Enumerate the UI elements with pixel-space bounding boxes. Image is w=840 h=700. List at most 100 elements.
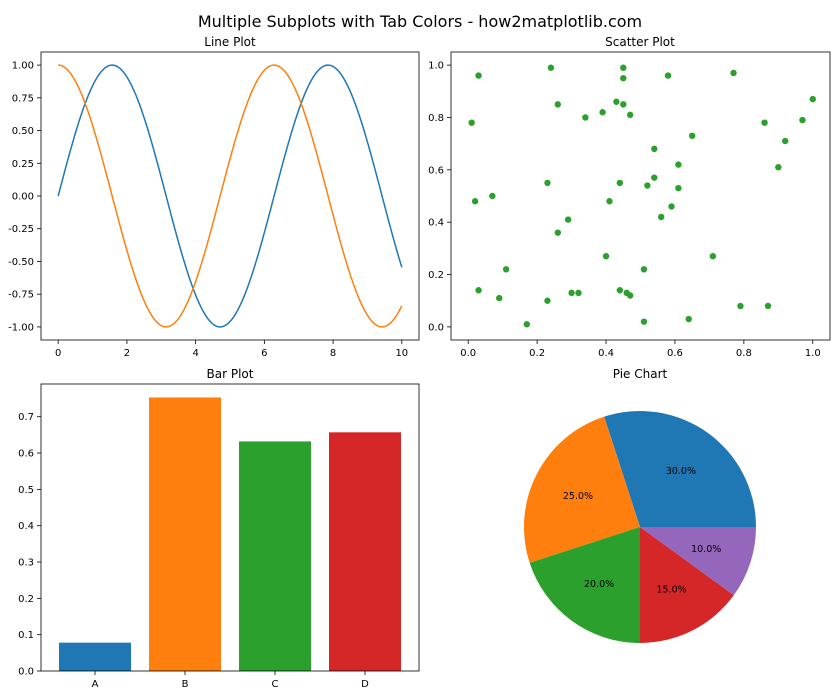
pie-slice-3: [640, 527, 734, 643]
scatter-x-tick-label: 0.4: [598, 348, 614, 359]
scatter-point: [547, 64, 555, 71]
bar-B: [149, 397, 221, 671]
scatter-point: [809, 95, 816, 103]
scatter-point: [620, 64, 627, 71]
pie-slice-4: [640, 527, 756, 596]
bar-y-tick-label: 0.5: [18, 485, 34, 496]
scatter-y-tick-label: 0.2: [428, 270, 444, 281]
bar-D: [329, 432, 401, 671]
line-plot-title: Line Plot: [204, 35, 256, 49]
scatter-point: [475, 287, 482, 294]
scatter-point: [737, 302, 744, 310]
scatter-point: [764, 302, 772, 310]
line-y-tick-label: -1.00: [8, 322, 34, 333]
line-x-tick-label: 2: [124, 348, 130, 359]
scatter-plot-frame: [450, 51, 831, 341]
scatter-point: [640, 318, 648, 325]
line-x-tick-label: 4: [192, 348, 198, 359]
pie-slice-label: 25.0%: [563, 491, 593, 502]
bar-y-tick-label: 0.1: [18, 630, 34, 641]
scatter-point: [626, 292, 634, 299]
scatter-point: [613, 98, 620, 105]
bar-x-tick-label: A: [92, 679, 99, 690]
scatter-point: [657, 213, 665, 221]
line-y-tick-label: -0.25: [8, 224, 34, 235]
line-plot-axes: Line Plot 0 2 4 6 8 10 -1.00 -0.75 -0.50 -0.25 0.0…: [8, 35, 420, 359]
scatter-point: [606, 198, 613, 205]
line-y-tick-label: 0.25: [12, 159, 34, 170]
scatter-point: [489, 192, 496, 200]
scatter-point: [475, 72, 482, 79]
pie-slice-2: [529, 527, 640, 643]
scatter-point: [644, 182, 651, 189]
scatter-point: [502, 266, 510, 273]
bar-plot-frame: [40, 383, 420, 672]
scatter-point: [620, 74, 627, 82]
scatter-point: [675, 161, 682, 168]
bar-y-tick-label: 0.0: [18, 667, 34, 678]
scatter-point: [582, 114, 589, 121]
pie-chart-axes: Pie Chart 30.0% 25.0% 20.0% 15.0% 10.0%: [524, 367, 756, 643]
scatter-point: [568, 289, 575, 297]
line-y-tick-label: -0.50: [8, 257, 34, 268]
bar-x-tick-label: C: [272, 679, 279, 690]
scatter-point: [616, 179, 624, 187]
scatter-y-tick-label: 0.8: [428, 113, 444, 124]
bar-y-tick-label: 0.7: [18, 412, 34, 423]
scatter-plot-axes: Scatter Plot 0.0 0.2 0.4 0.6 0.8 1.0 0.0 0.2 0.4…: [428, 35, 831, 359]
line-y-tick-label: 0.75: [12, 93, 34, 104]
scatter-y-tick-label: 0.4: [428, 218, 444, 229]
bar-x-tick-label: D: [361, 679, 369, 690]
figure-title: Multiple Subplots with Tab Colors - how2…: [198, 12, 642, 31]
pie-slice-label: 15.0%: [657, 585, 687, 596]
scatter-point: [602, 253, 610, 260]
scatter-y-tick-label: 0.0: [428, 322, 444, 333]
scatter-point: [575, 289, 582, 297]
scatter-x-tick-label: 1.0: [805, 348, 821, 359]
bar-y-tick-label: 0.3: [18, 558, 34, 569]
scatter-point: [496, 294, 503, 302]
scatter-plot-title: Scatter Plot: [605, 35, 675, 49]
scatter-point: [620, 101, 627, 108]
line-series-1: [58, 64, 403, 328]
bar-plot-axes: Bar Plot A B C D 0.0 0.1 0.2 0.3 0.4 0.5 0.6 0.7: [18, 367, 420, 690]
line-y-tick-label: -0.75: [8, 290, 34, 301]
scatter-point: [664, 72, 672, 79]
scatter-point: [599, 109, 606, 116]
scatter-point: [554, 229, 562, 236]
line-y-tick-label: 0.50: [12, 126, 34, 137]
scatter-point: [626, 111, 634, 119]
scatter-x-tick-label: 0.2: [529, 348, 545, 359]
scatter-point: [730, 69, 737, 77]
bar-C: [239, 441, 311, 671]
pie-slice-label: 30.0%: [666, 466, 696, 477]
bar-y-tick-label: 0.2: [18, 594, 34, 605]
scatter-point: [544, 179, 551, 187]
scatter-point: [523, 321, 530, 328]
scatter-x-tick-label: 0.8: [736, 348, 752, 359]
line-x-tick-label: 8: [330, 348, 336, 359]
scatter-point: [761, 119, 768, 126]
line-x-tick-label: 0: [55, 348, 61, 359]
bar-y-tick-label: 0.6: [18, 449, 34, 460]
line-y-tick-label: 1.00: [12, 61, 34, 72]
pie-slice-label: 20.0%: [584, 579, 614, 590]
scatter-point: [544, 297, 551, 304]
scatter-point: [616, 287, 624, 294]
line-series-0: [57, 64, 403, 328]
scatter-x-tick-label: 0.6: [667, 348, 683, 359]
scatter-point: [468, 119, 475, 126]
pie-chart-title: Pie Chart: [613, 367, 668, 381]
scatter-point: [775, 164, 782, 171]
scatter-point: [799, 116, 806, 124]
scatter-point: [688, 132, 696, 139]
scatter-point: [709, 253, 717, 260]
line-plot-frame: [40, 51, 420, 341]
pie-slice-label: 10.0%: [691, 544, 721, 555]
bar-A: [59, 642, 131, 671]
scatter-point: [685, 315, 692, 323]
scatter-point: [675, 184, 682, 192]
line-x-tick-label: 10: [395, 348, 408, 359]
scatter-y-tick-label: 1.0: [428, 61, 444, 72]
line-x-tick-label: 6: [261, 348, 267, 359]
